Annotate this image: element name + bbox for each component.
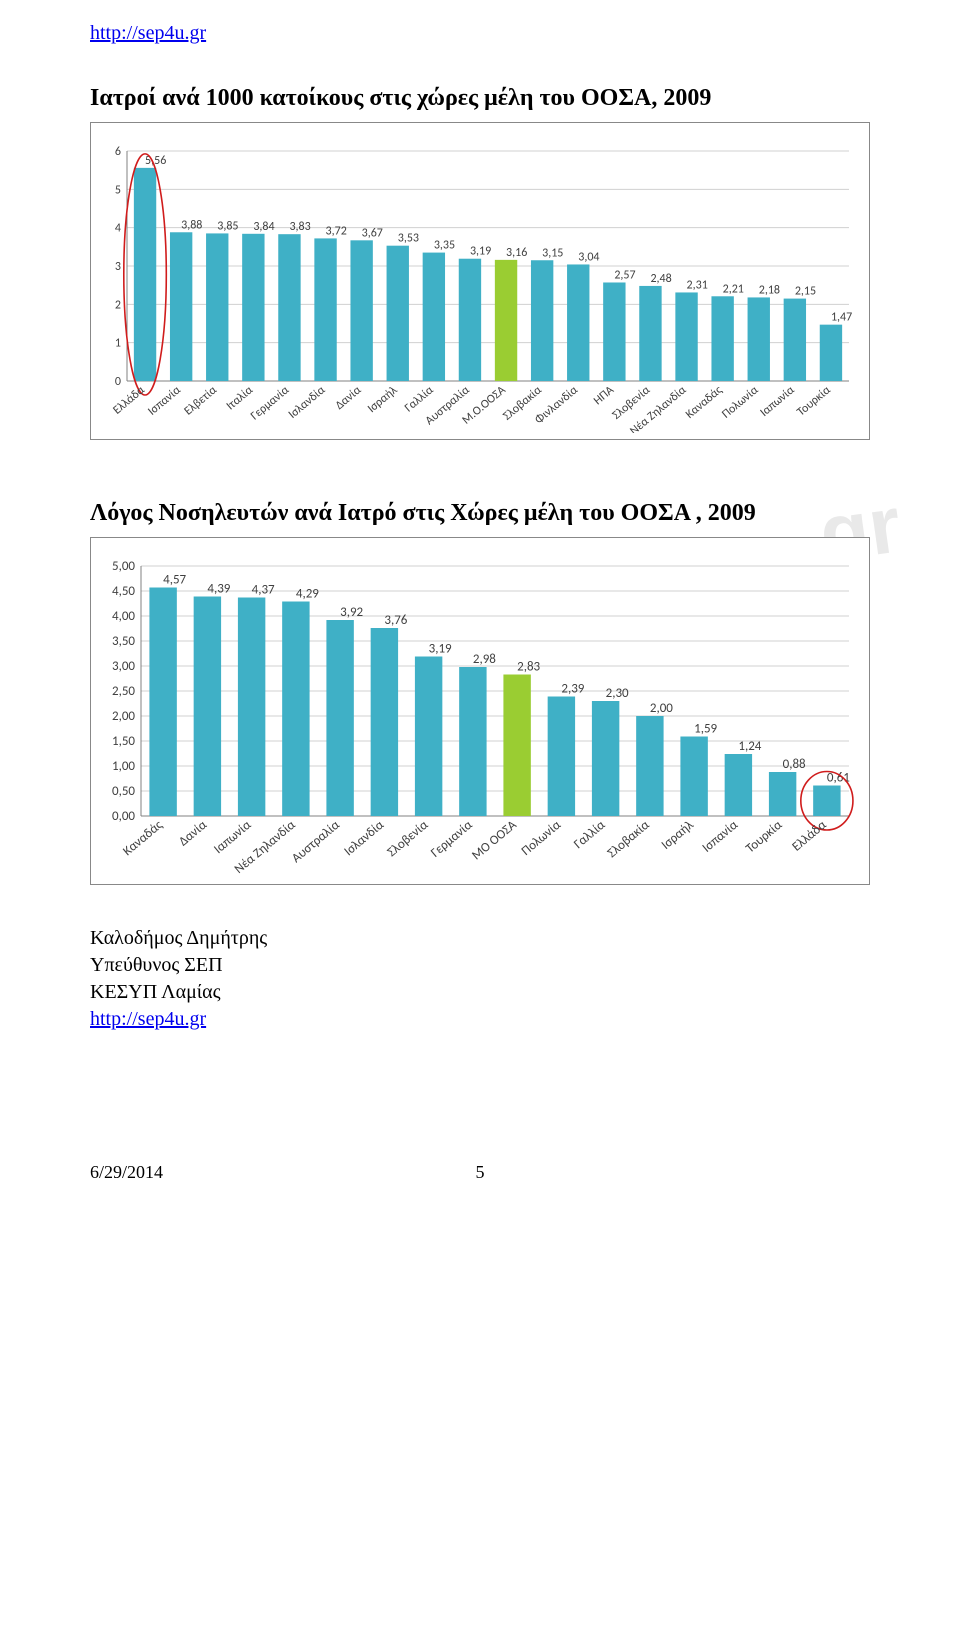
svg-text:2,31: 2,31 [687,278,708,292]
svg-text:Ισλανδία: Ισλανδία [341,817,387,859]
chart1-frame: 01234565,563,883,853,843,833,723,673,533… [90,122,870,440]
svg-text:3,83: 3,83 [289,220,310,234]
svg-text:Τουρκία: Τουρκία [795,383,834,419]
svg-text:Ελβετία: Ελβετία [182,383,220,418]
chart2-area: 0,00 0,50 1,00 1,50 2,00 2,50 3,00 3,50 4,00 4,50… [97,548,863,878]
svg-text:Σλοβενία: Σλοβενία [385,817,432,860]
svg-text:2,50: 2,50 [112,684,135,699]
svg-text:2,30: 2,30 [606,686,629,701]
signoff-org: ΚΕΣΥΠ Λαμίας [90,979,870,1006]
svg-text:0,61: 0,61 [827,771,850,786]
svg-text:5,00: 5,00 [112,559,135,574]
svg-text:3,19: 3,19 [470,245,491,259]
svg-text:Πολωνία: Πολωνία [519,817,565,859]
svg-text:0: 0 [115,375,121,389]
svg-text:3,76: 3,76 [384,613,407,628]
svg-text:Αυστραλία: Αυστραλία [289,817,343,866]
svg-text:1: 1 [115,337,121,351]
svg-text:0,50: 0,50 [112,784,135,799]
svg-text:3,67: 3,67 [362,226,383,240]
svg-text:Σλοβακία: Σλοβακία [605,817,653,861]
svg-text:3,85: 3,85 [217,219,238,233]
svg-text:2,48: 2,48 [650,272,671,286]
svg-text:3,92: 3,92 [340,605,363,620]
svg-text:Τουρκία: Τουρκία [743,817,786,856]
chart2-svg: 0,00 0,50 1,00 1,50 2,00 2,50 3,00 3,50 4,00 4,50… [97,548,857,878]
svg-text:ΗΠΑ: ΗΠΑ [591,383,617,408]
page-footer: 6/29/2014 5 [90,1162,870,1183]
signoff-link[interactable]: http://sep4u.gr [90,1008,206,1030]
svg-text:Πολωνία: Πολωνία [719,383,761,421]
signoff-block: Καλοδήμος Δημήτρης Υπεύθυνος ΣΕΠ ΚΕΣΥΠ Λ… [90,925,870,1033]
svg-text:6: 6 [115,145,121,159]
svg-text:2,83: 2,83 [517,660,540,675]
svg-text:Ισραήλ: Ισραήλ [365,383,400,416]
signoff-name: Καλοδήμος Δημήτρης [90,925,870,952]
svg-text:3,15: 3,15 [542,246,563,260]
svg-text:3,19: 3,19 [429,642,452,657]
svg-text:4,00: 4,00 [112,609,135,624]
svg-text:0,00: 0,00 [112,809,135,824]
svg-text:Ισπανία: Ισπανία [700,817,742,856]
signoff-role: Υπεύθυνος ΣΕΠ [90,952,870,979]
svg-text:Ισραήλ: Ισραήλ [659,817,698,853]
svg-text:Δανία: Δανία [333,383,364,413]
svg-text:3,16: 3,16 [506,246,527,260]
svg-text:Ισπανία: Ισπανία [145,383,183,418]
chart1-title: Ιατροί ανά 1000 κατοίκους στις χώρες μέλ… [90,85,870,112]
svg-text:1,47: 1,47 [831,311,852,325]
svg-text:1,50: 1,50 [112,734,135,749]
chart1-area: 01234565,563,883,853,843,833,723,673,533… [97,133,863,433]
svg-text:3: 3 [115,260,121,274]
svg-text:5: 5 [115,183,121,197]
svg-text:4,50: 4,50 [112,584,135,599]
svg-text:4,57: 4,57 [163,573,186,588]
svg-text:3,35: 3,35 [434,239,455,253]
footer-date: 6/29/2014 [90,1162,163,1182]
svg-text:Ισλανδία: Ισλανδία [286,383,328,422]
svg-text:Γερμανία: Γερμανία [428,817,476,861]
svg-text:0,88: 0,88 [783,757,806,772]
svg-text:1,59: 1,59 [694,722,717,737]
svg-text:3,72: 3,72 [326,224,347,238]
svg-text:2,57: 2,57 [614,268,635,282]
svg-text:2: 2 [115,298,121,312]
svg-text:2,18: 2,18 [759,283,780,297]
svg-text:2,21: 2,21 [723,282,744,296]
svg-text:4: 4 [115,222,121,236]
svg-text:4,39: 4,39 [207,582,230,597]
svg-text:2,00: 2,00 [112,709,135,724]
svg-text:Καναδάς: Καναδάς [683,383,725,421]
svg-text:4,37: 4,37 [252,583,275,598]
top-source-link[interactable]: http://sep4u.gr [90,22,870,45]
svg-text:3,04: 3,04 [578,250,599,264]
svg-text:Ιαπωνία: Ιαπωνία [758,383,798,420]
svg-text:3,00: 3,00 [112,659,135,674]
svg-text:1,00: 1,00 [112,759,135,774]
footer-page-number: 5 [476,1162,485,1183]
svg-text:2,00: 2,00 [650,701,673,716]
svg-text:Δανία: Δανία [176,817,210,849]
chart1-svg: 01234565,563,883,853,843,833,723,673,533… [97,133,857,433]
svg-text:3,53: 3,53 [398,232,419,246]
svg-text:Γαλλία: Γαλλία [571,817,609,852]
svg-text:3,50: 3,50 [112,634,135,649]
chart2-frame: 0,00 0,50 1,00 1,50 2,00 2,50 3,00 3,50 4,00 4,50… [90,537,870,885]
svg-text:Γερμανία: Γερμανία [248,383,292,423]
svg-text:2,15: 2,15 [795,285,816,299]
svg-text:2,39: 2,39 [561,682,584,697]
svg-text:3,84: 3,84 [253,220,274,234]
chart2-title: Λόγος Νοσηλευτών ανά Ιατρό στις Χώρες μέ… [90,500,870,527]
svg-text:1,24: 1,24 [738,739,761,754]
svg-text:2,98: 2,98 [473,652,496,667]
svg-text:ΜΟ ΟΟΣΑ: ΜΟ ΟΟΣΑ [469,817,520,863]
svg-text:3,88: 3,88 [181,218,202,232]
svg-text:4,29: 4,29 [296,587,319,602]
